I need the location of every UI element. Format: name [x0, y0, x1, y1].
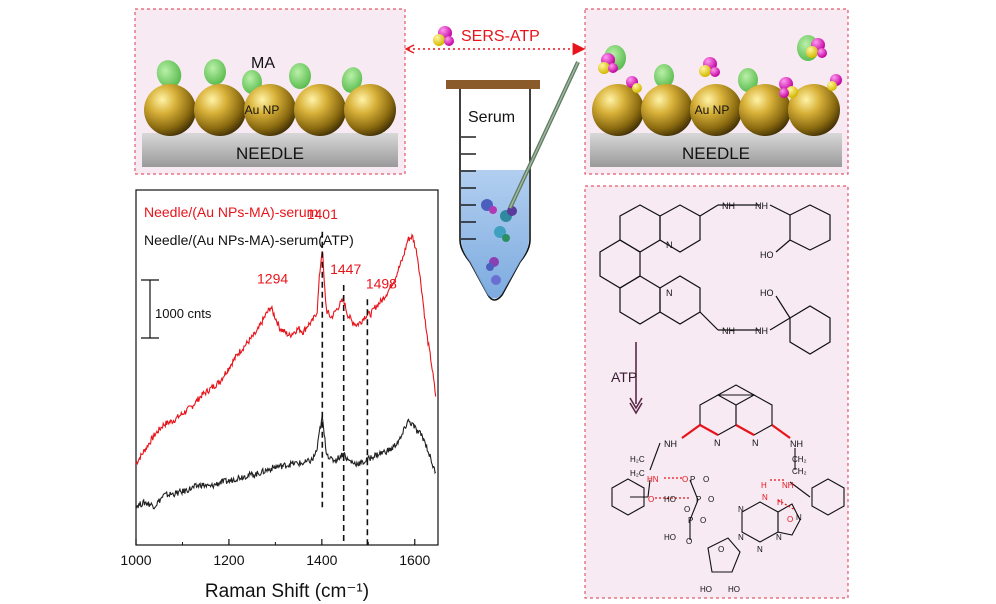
ligand-oh2: HO — [760, 288, 774, 298]
red-bond-highlights — [681, 424, 791, 439]
plot-frame — [135, 189, 439, 546]
cx-n-ad2: N — [757, 545, 763, 554]
peak-label-1498: 1498 — [366, 275, 397, 291]
sers-atp-label: SERS-ATP — [461, 28, 540, 45]
cx-p2: P — [696, 495, 701, 504]
needle-label: NEEDLE — [682, 144, 750, 163]
cx-o-p1: O — [703, 475, 709, 484]
ligand-nh2: NH — [755, 201, 768, 211]
cx-o-chain1: O — [684, 505, 690, 514]
cx-n-right: N — [752, 438, 759, 448]
cx-n-left: N — [714, 438, 721, 448]
cx-n-ad3: N — [738, 505, 744, 514]
needle-panel-left: NEEDLE MA Au NP — [134, 8, 406, 175]
raman-chart: 1294 1401 1447 1498 1000 1200 1400 1600 1000 c… — [120, 189, 439, 602]
annotation-layer: 1294 1401 1447 1498 — [257, 206, 397, 545]
ligand-structure — [599, 204, 831, 355]
cx-h1: H — [761, 481, 767, 490]
x-tick-label-1600: 1600 — [399, 552, 430, 568]
cx-o1: O — [682, 475, 688, 484]
cx-ch2-2: CH₂ — [792, 467, 807, 476]
x-axis-ticks: 1000 1200 1400 1600 — [120, 539, 431, 568]
tube-graduations — [461, 136, 476, 240]
x-axis-label: Raman Shift (cm⁻¹) — [205, 581, 369, 602]
atp-arrow: ATP — [611, 342, 643, 415]
au-nanoparticles — [592, 84, 840, 136]
cx-ho2: HO — [664, 533, 676, 542]
cx-n-ad1: N — [738, 533, 744, 542]
needle-bar — [590, 133, 842, 167]
peak-label-1447: 1447 — [330, 261, 361, 277]
needle-label: NEEDLE — [236, 144, 304, 163]
ma-label: MA — [251, 55, 275, 72]
x-tick-label-1200: 1200 — [213, 552, 244, 568]
cx-ho4: HO — [728, 585, 740, 594]
peak-label-1401: 1401 — [307, 206, 338, 222]
peak-label-1294: 1294 — [257, 270, 288, 286]
ligand-n1: N — [666, 240, 673, 250]
cx-ho3: HO — [700, 585, 712, 594]
cx-hn: HN — [647, 475, 659, 484]
test-tube: Serum — [446, 61, 580, 301]
au-nanoparticles — [144, 84, 396, 136]
au-np-label: Au NP — [245, 103, 280, 117]
needle-bar — [142, 133, 398, 167]
x-tick-label-1000: 1000 — [120, 552, 151, 568]
cx-nh-left: NH — [664, 439, 677, 449]
serum-particles — [481, 199, 517, 285]
atp-molecules — [598, 38, 842, 98]
cx-o-chain2: O — [686, 537, 692, 546]
cx-o2: O — [648, 495, 654, 504]
ligand-oh1: HO — [760, 250, 774, 260]
h-bonds — [655, 477, 796, 511]
legend-entry-serum: Needle/(Au NPs-MA)-serum — [144, 204, 318, 220]
cx-p3: P — [688, 516, 693, 525]
x-tick-label-1400: 1400 — [306, 552, 337, 568]
series-layer — [135, 233, 437, 510]
series-line-1 — [135, 233, 437, 466]
ligand-nh1: NH — [722, 201, 735, 211]
tube-label: Serum — [468, 109, 515, 126]
cx-o3: O — [787, 515, 793, 524]
cx-nh3: NH — [782, 481, 794, 490]
legend-entry-serum-atp: Needle/(Au NPs-MA)-serum(ATP) — [144, 232, 354, 248]
needle-panel-right: NEEDLE Au NP — [584, 8, 849, 175]
atp-label: ATP — [611, 369, 637, 385]
cx-ch2-1: CH₂ — [792, 455, 807, 464]
cx-nh-right: NH — [790, 439, 803, 449]
cx-o-sugar: O — [718, 545, 724, 554]
series-line-2 — [135, 415, 437, 510]
cx-p1: P — [690, 475, 695, 484]
chemistry-panel: NH NH HO HO NH NH N N ATP — [584, 185, 849, 599]
cx-h2c-1: H₂C — [630, 455, 645, 464]
ligand-nh3: NH — [722, 326, 735, 336]
cx-n-ad5: N — [776, 533, 782, 542]
cx-n3: N — [762, 493, 768, 502]
ligand-n2: N — [666, 288, 673, 298]
au-np-label: Au NP — [695, 103, 730, 117]
cx-n-ad4: N — [796, 513, 802, 522]
cx-o-p3: O — [700, 516, 706, 525]
ma-molecules — [156, 59, 363, 94]
cx-o-p2: O — [708, 495, 714, 504]
sers-atp-connector: SERS-ATP — [404, 26, 586, 56]
cx-h2: H — [777, 498, 783, 507]
cx-ho1: HO — [664, 495, 676, 504]
scale-bar: 1000 cnts — [141, 279, 212, 339]
ligand-nh4: NH — [755, 326, 768, 336]
scale-bar-label: 1000 cnts — [155, 306, 212, 321]
cx-h2c-2: H₂C — [630, 469, 645, 478]
atp-molecule-icon — [433, 26, 454, 46]
